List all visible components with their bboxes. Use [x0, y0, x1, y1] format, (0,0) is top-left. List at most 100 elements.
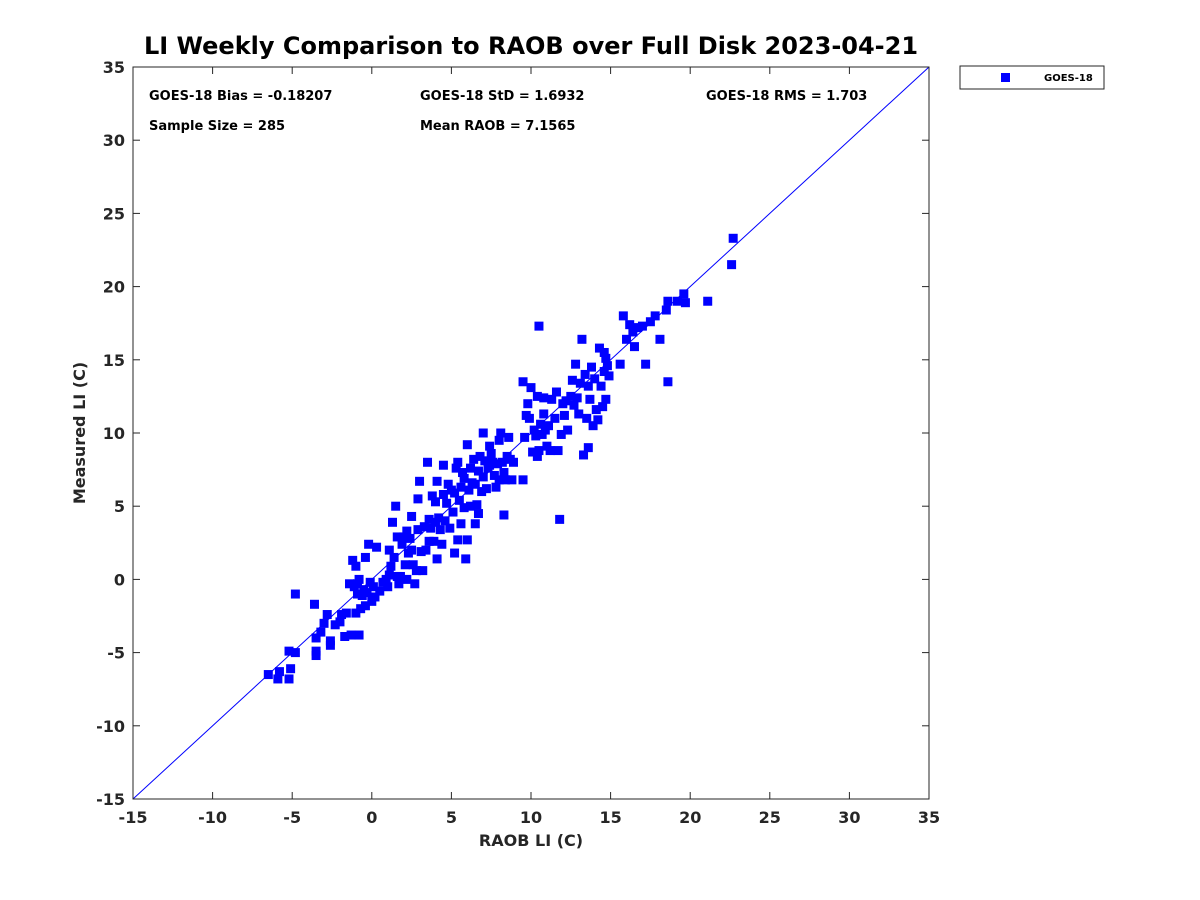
- data-point: [459, 503, 469, 513]
- data-point: [311, 633, 321, 643]
- y-tick-label: 30: [103, 131, 125, 150]
- data-point: [599, 347, 609, 357]
- data-point: [496, 428, 506, 438]
- data-point: [593, 415, 603, 425]
- data-point: [421, 545, 431, 555]
- data-point: [430, 497, 440, 507]
- data-point: [493, 459, 503, 469]
- data-point: [394, 579, 404, 589]
- data-point: [429, 536, 439, 546]
- data-point: [625, 320, 635, 330]
- y-tick-label: 0: [114, 570, 125, 589]
- y-tick-label: 15: [103, 351, 125, 370]
- data-point: [469, 454, 479, 464]
- data-point: [352, 589, 362, 599]
- plot-area: [132, 66, 930, 800]
- data-point: [580, 369, 590, 379]
- data-point: [451, 463, 461, 473]
- data-point: [392, 532, 402, 542]
- data-point: [497, 457, 507, 467]
- data-point: [424, 514, 434, 524]
- y-axis-label: Measured LI (C): [70, 362, 89, 504]
- data-point: [416, 547, 426, 557]
- data-point: [438, 489, 448, 499]
- chart-title: LI Weekly Comparison to RAOB over Full D…: [144, 32, 918, 60]
- data-point: [383, 582, 393, 592]
- data-point: [518, 377, 528, 387]
- y-tick-label: 35: [103, 58, 125, 77]
- x-tick-label: 15: [599, 808, 621, 827]
- data-point: [456, 482, 466, 492]
- data-point: [491, 482, 501, 492]
- data-point: [464, 485, 474, 495]
- data-point: [423, 457, 433, 467]
- data-point: [567, 375, 577, 385]
- data-point: [322, 610, 332, 620]
- data-point: [438, 460, 448, 470]
- y-tick-label: 10: [103, 424, 125, 443]
- data-point: [494, 435, 504, 445]
- data-point: [499, 468, 509, 478]
- data-point: [419, 522, 429, 532]
- data-point: [528, 447, 538, 457]
- data-point: [402, 526, 412, 536]
- legend-box: [959, 65, 1105, 90]
- data-point: [534, 321, 544, 331]
- data-point: [532, 391, 542, 401]
- data-point: [547, 394, 557, 404]
- data-point: [572, 393, 582, 403]
- data-point: [601, 394, 611, 404]
- data-point: [364, 539, 374, 549]
- data-point: [556, 429, 566, 439]
- data-point: [413, 525, 423, 535]
- data-point: [375, 586, 385, 596]
- data-point: [427, 491, 437, 501]
- data-point: [309, 599, 319, 609]
- stats-annotations: GOES-18 Bias = -0.18207 GOES-18 StD = 1.…: [149, 89, 867, 134]
- data-point: [319, 618, 329, 628]
- data-point: [633, 323, 643, 333]
- data-point: [415, 476, 425, 486]
- data-point: [590, 374, 600, 384]
- data-point: [602, 361, 612, 371]
- data-point: [524, 413, 534, 423]
- data-point: [661, 305, 671, 315]
- data-point: [263, 670, 273, 680]
- stat-sample-size: Sample Size = 285: [149, 119, 285, 134]
- data-point: [489, 470, 499, 480]
- data-point: [508, 457, 518, 467]
- data-point: [550, 413, 560, 423]
- data-point: [577, 334, 587, 344]
- data-point: [601, 353, 611, 363]
- legend: GOES-18: [959, 65, 1105, 90]
- data-point: [534, 446, 544, 456]
- data-point: [458, 468, 468, 478]
- data-point: [486, 448, 496, 458]
- data-point: [585, 394, 595, 404]
- data-point: [354, 574, 364, 584]
- data-point: [325, 640, 335, 650]
- data-point: [507, 475, 517, 485]
- data-point: [411, 566, 421, 576]
- data-point: [462, 440, 472, 450]
- data-point: [384, 545, 394, 555]
- y-tick-label: -10: [96, 717, 125, 736]
- data-point: [340, 631, 350, 641]
- data-point: [566, 391, 576, 401]
- data-point: [442, 498, 452, 508]
- data-point: [594, 343, 604, 353]
- data-point: [579, 450, 589, 460]
- x-tick-label: 0: [366, 808, 377, 827]
- data-point: [354, 630, 364, 640]
- data-point: [461, 554, 471, 564]
- data-point: [473, 509, 483, 519]
- data-point: [529, 425, 539, 435]
- data-point: [459, 473, 469, 483]
- stat-bias: GOES-18 Bias = -0.18207: [149, 89, 332, 104]
- data-point: [571, 359, 581, 369]
- data-point: [518, 475, 528, 485]
- data-point: [351, 561, 361, 571]
- data-point: [520, 432, 530, 442]
- data-point: [582, 413, 592, 423]
- data-point: [274, 667, 284, 677]
